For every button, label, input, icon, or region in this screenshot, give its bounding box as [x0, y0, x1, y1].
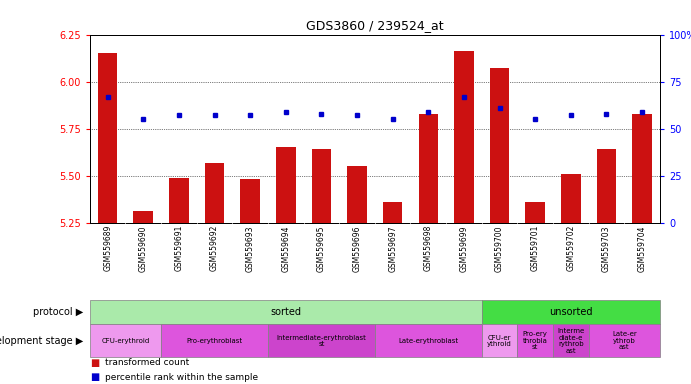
Text: GSM559693: GSM559693	[246, 225, 255, 271]
Bar	[419, 114, 438, 223]
Text: CFU-er
ythroid: CFU-er ythroid	[487, 334, 512, 347]
Bar	[312, 149, 331, 223]
Bar	[596, 149, 616, 223]
Bar	[98, 53, 117, 223]
Text: Interme
diate-e
rythrob
ast: Interme diate-e rythrob ast	[557, 328, 585, 354]
Text: GSM559699: GSM559699	[460, 225, 468, 271]
Text: CFU-erythroid: CFU-erythroid	[102, 338, 149, 344]
Text: Late-er
ythrob
ast: Late-er ythrob ast	[612, 331, 636, 350]
Bar	[632, 114, 652, 223]
Text: Late-erythroblast: Late-erythroblast	[398, 338, 458, 344]
Text: GSM559689: GSM559689	[103, 225, 112, 271]
Bar	[482, 300, 660, 324]
Title: GDS3860 / 239524_at: GDS3860 / 239524_at	[306, 19, 444, 32]
Text: unsorted: unsorted	[549, 307, 593, 317]
Text: GSM559695: GSM559695	[317, 225, 326, 271]
Bar	[525, 202, 545, 223]
Bar	[133, 212, 153, 223]
Bar	[454, 51, 474, 223]
Bar	[90, 300, 482, 324]
Bar	[90, 324, 161, 357]
Bar	[553, 324, 589, 357]
Text: GSM559690: GSM559690	[139, 225, 148, 271]
Bar	[561, 174, 580, 223]
Bar	[383, 202, 402, 223]
Bar	[375, 324, 482, 357]
Bar	[518, 324, 553, 357]
Text: GSM559704: GSM559704	[638, 225, 647, 271]
Text: sorted: sorted	[270, 307, 301, 317]
Text: GSM559694: GSM559694	[281, 225, 290, 271]
Bar	[490, 68, 509, 223]
Text: GSM559692: GSM559692	[210, 225, 219, 271]
Text: GSM559696: GSM559696	[352, 225, 361, 271]
Text: Pro-erythroblast: Pro-erythroblast	[187, 338, 243, 344]
Text: ■: ■	[90, 358, 99, 368]
Bar	[268, 324, 375, 357]
Text: GSM559700: GSM559700	[495, 225, 504, 271]
Text: transformed count: transformed count	[105, 358, 189, 367]
Text: GSM559697: GSM559697	[388, 225, 397, 271]
Bar	[205, 162, 225, 223]
Text: GSM559691: GSM559691	[174, 225, 183, 271]
Bar	[161, 324, 268, 357]
Bar	[482, 324, 518, 357]
Text: percentile rank within the sample: percentile rank within the sample	[105, 372, 258, 382]
Text: protocol ▶: protocol ▶	[32, 307, 83, 317]
Text: GSM559703: GSM559703	[602, 225, 611, 271]
Text: Intermediate-erythroblast
st: Intermediate-erythroblast st	[276, 334, 366, 347]
Bar	[589, 324, 660, 357]
Text: development stage ▶: development stage ▶	[0, 336, 83, 346]
Text: GSM559698: GSM559698	[424, 225, 433, 271]
Text: Pro-ery
throbla
st: Pro-ery throbla st	[523, 331, 548, 350]
Text: ■: ■	[90, 372, 99, 382]
Bar	[276, 147, 296, 223]
Text: GSM559701: GSM559701	[531, 225, 540, 271]
Bar	[240, 179, 260, 223]
Bar	[169, 177, 189, 223]
Text: GSM559702: GSM559702	[567, 225, 576, 271]
Bar	[348, 166, 367, 223]
